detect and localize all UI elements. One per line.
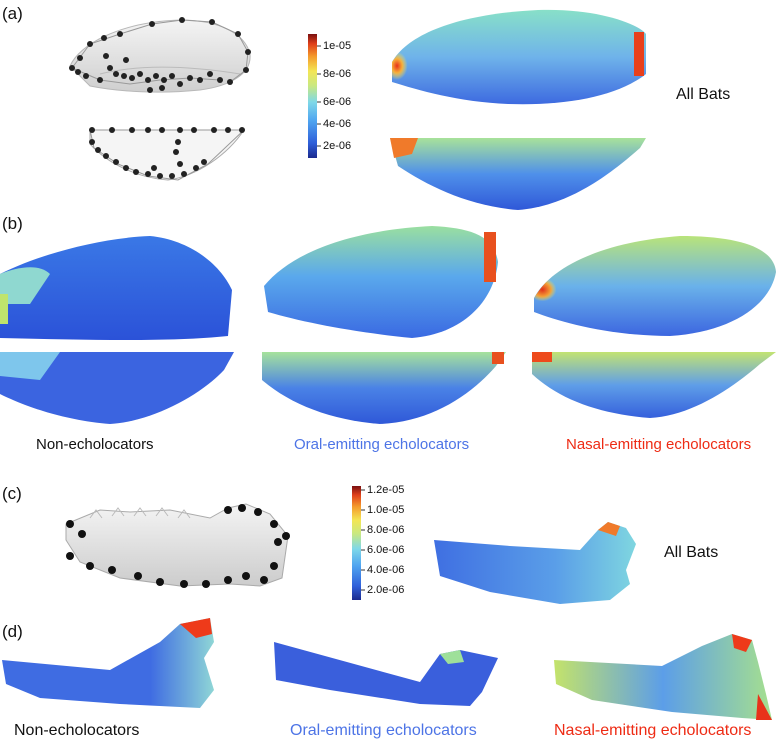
- heatmap-d-nasal: [554, 634, 772, 720]
- colorbar-a-tick: 4e-06: [323, 118, 352, 130]
- colorbar-c-tick: 2.0e-06: [367, 584, 405, 596]
- panel-a-group-label: All Bats: [676, 86, 731, 103]
- heatmap-c-mandible: [434, 522, 636, 604]
- group-label-oral-d: Oral-emitting echolocators: [290, 722, 477, 739]
- colorbar-c: [352, 486, 365, 600]
- heatmap-a-lateral: [392, 9, 646, 105]
- heatmap-a-ventral: [390, 138, 646, 210]
- heatmap-d-oral: [274, 642, 498, 706]
- panel-c-group-label: All Bats: [664, 544, 719, 561]
- colorbar-a-tick: 2e-06: [323, 140, 352, 152]
- panel-label-d: (d): [2, 622, 23, 641]
- heatmap-b-non-ventral: [0, 352, 234, 424]
- panel-label-c: (c): [2, 484, 22, 503]
- panel-label-a: (a): [2, 4, 23, 23]
- colorbar-a: [308, 34, 321, 158]
- mandible-landmarks: [65, 503, 290, 588]
- skull-lateral-landmarks: [69, 17, 251, 93]
- colorbar-c-tick: 1.2e-05: [367, 484, 405, 496]
- colorbar-a-tick: 8e-06: [323, 68, 352, 80]
- heatmap-b-oral-lateral: [264, 226, 498, 338]
- colorbar-a-tick: 6e-06: [323, 96, 352, 108]
- group-label-non: Non-echolocators: [36, 436, 154, 453]
- colorbar-c-tick: 8.0e-06: [367, 524, 405, 536]
- panel-label-b: (b): [2, 214, 23, 233]
- colorbar-c-tick: 1.0e-05: [367, 504, 405, 516]
- colorbar-a-tick: 1e-05: [323, 40, 352, 52]
- heatmap-b-nasal-ventral: [532, 352, 776, 418]
- heatmap-b-non-lateral: [0, 236, 232, 340]
- heatmap-b-oral-ventral: [262, 352, 506, 424]
- skull-ventral-landmarks: [89, 127, 246, 181]
- group-label-nasal-d: Nasal-emitting echolocators: [554, 722, 752, 739]
- heatmap-d-non: [2, 618, 214, 708]
- colorbar-c-tick: 4.0e-06: [367, 564, 405, 576]
- group-label-nasal: Nasal-emitting echolocators: [566, 436, 752, 453]
- heatmap-b-nasal-lateral: [534, 236, 776, 336]
- group-label-oral: Oral-emitting echolocators: [294, 436, 470, 453]
- colorbar-c-tick: 6.0e-06: [367, 544, 405, 556]
- group-label-non-d: Non-echolocators: [14, 722, 140, 739]
